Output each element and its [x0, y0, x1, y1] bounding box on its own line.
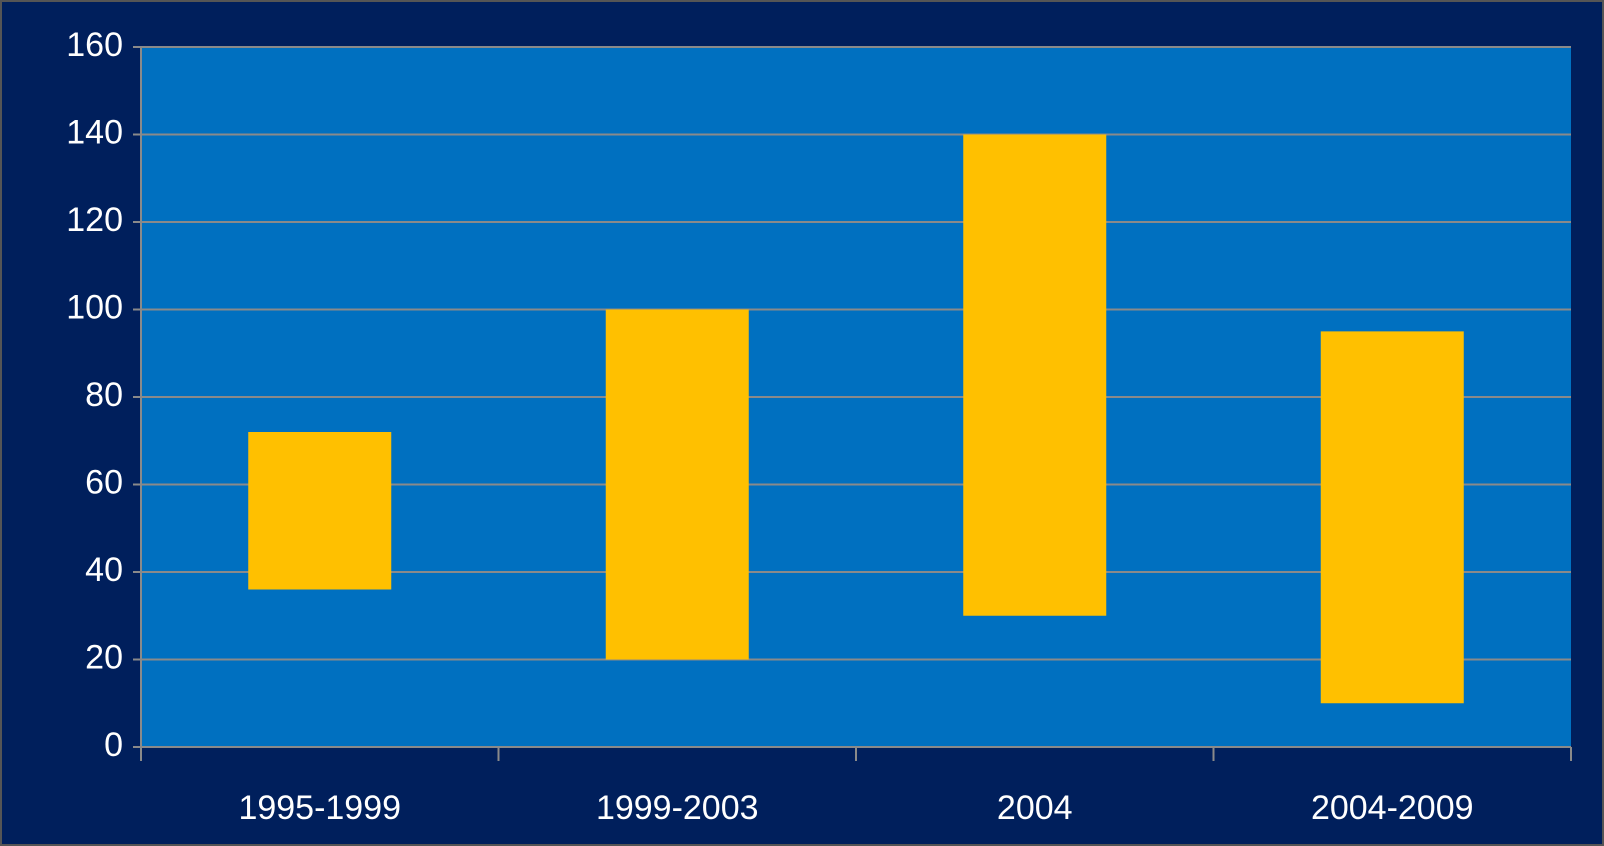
- y-tick-label: 100: [66, 288, 123, 326]
- y-tick-label: 40: [85, 551, 123, 589]
- y-tick-label: 20: [85, 638, 123, 676]
- bar: [963, 134, 1107, 616]
- bar: [1320, 331, 1464, 704]
- y-tick-label: 60: [85, 463, 123, 501]
- y-tick-label: 120: [66, 201, 123, 239]
- bar: [605, 309, 749, 660]
- x-tick-label: 2004: [997, 789, 1073, 827]
- y-tick-label: 160: [66, 26, 123, 64]
- x-tick-label: 2004-2009: [1311, 789, 1474, 827]
- y-tick-label: 0: [104, 726, 123, 764]
- y-tick-label: 80: [85, 376, 123, 414]
- x-tick-label: 1999-2003: [596, 789, 759, 827]
- y-tick-label: 140: [66, 113, 123, 151]
- x-tick-label: 1995-1999: [238, 789, 401, 827]
- bar: [248, 432, 392, 590]
